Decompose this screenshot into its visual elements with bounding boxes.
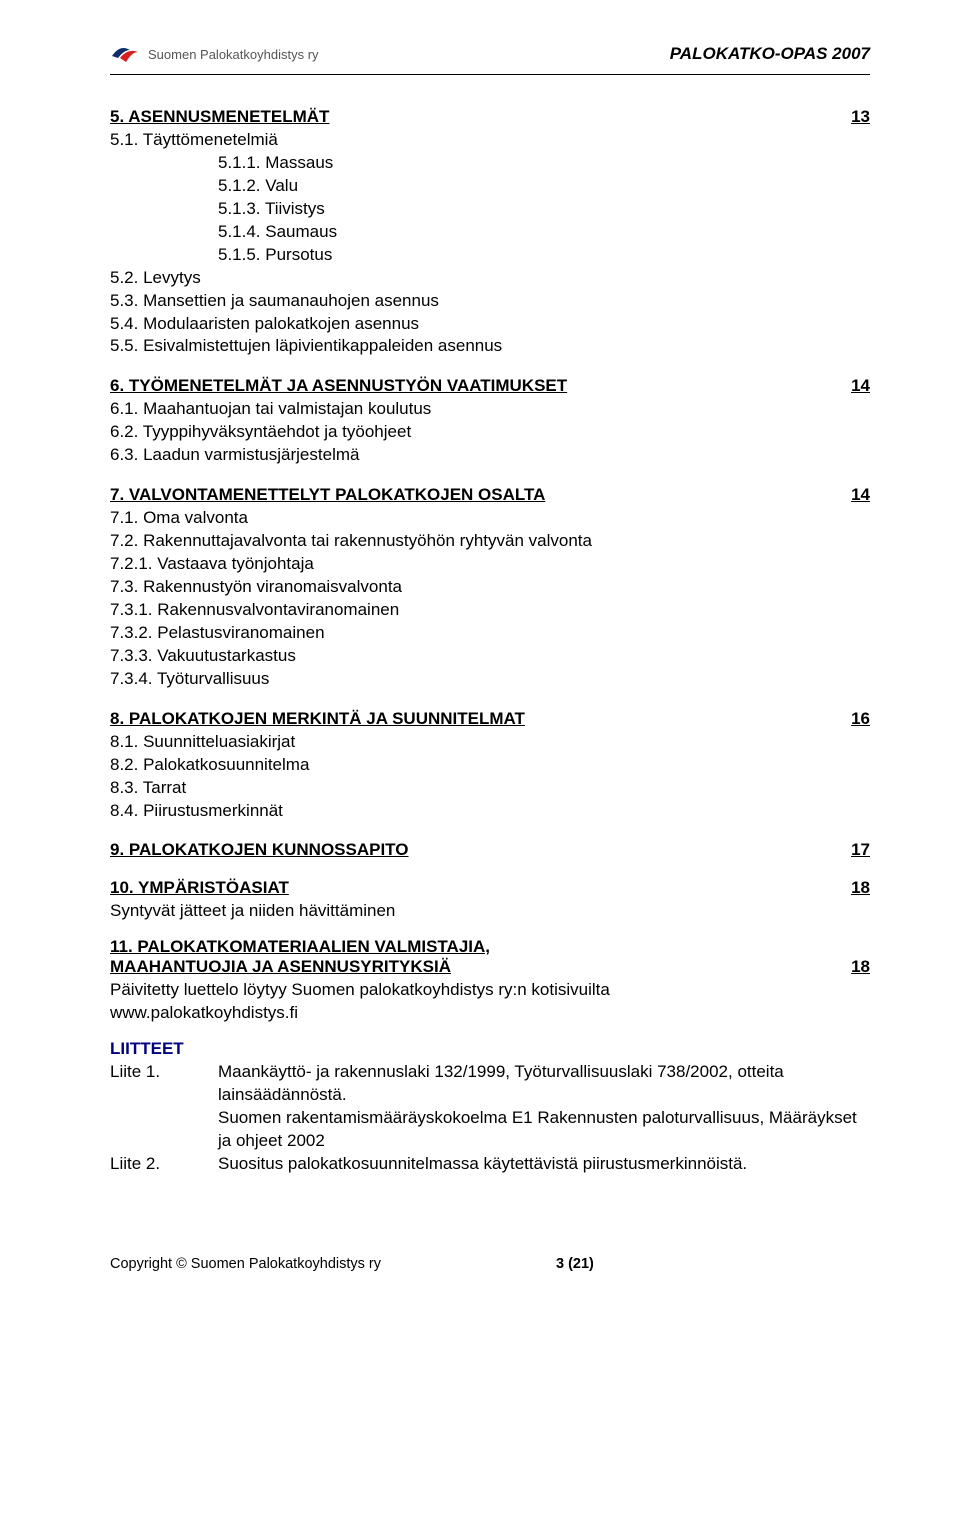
toc-item: www.palokatkoyhdistys.fi [110,1002,870,1025]
flame-swoosh-icon [110,42,140,66]
footer-copyright: Copyright © Suomen Palokatkoyhdistys ry [110,1256,381,1272]
footer-page-number: 3 (21) [556,1256,594,1272]
section-heading: 7. VALVONTAMENETTELYT PALOKATKOJEN OSALT… [110,485,870,505]
liitteet-title: LIITTEET [110,1039,870,1059]
toc-item: 7.3. Rakennustyön viranomaisvalvonta [110,576,870,599]
toc-item: 6.3. Laadun varmistusjärjestelmä [110,444,870,467]
heading-page: 14 [851,485,870,505]
heading-text: 9. PALOKATKOJEN KUNNOSSAPITO [110,840,408,860]
toc-item: 7.2.1. Vastaava työnjohtaja [110,553,870,576]
liite-label: Liite 1. [110,1061,218,1153]
toc-item: 7.3.4. Työturvallisuus [110,668,870,691]
heading-page: 18 [851,957,870,977]
header-rule [110,74,870,75]
section-heading: 6. TYÖMENETELMÄT JA ASENNUSTYÖN VAATIMUK… [110,376,870,396]
liite-row: Liite 1. Maankäyttö- ja rakennuslaki 132… [110,1061,870,1153]
toc-item: 5.1. Täyttömenetelmiä [110,129,870,152]
liite-line: Maankäyttö- ja rakennuslaki 132/1999, Ty… [218,1061,870,1107]
liite-row: Liite 2. Suositus palokatkosuunnitelmass… [110,1153,870,1176]
liite-line: Suositus palokatkosuunnitelmassa käytett… [218,1153,870,1176]
section-heading: 9. PALOKATKOJEN KUNNOSSAPITO 17 [110,840,870,860]
toc-item: 7.3.2. Pelastusviranomainen [110,622,870,645]
liite-line: Suomen rakentamismääräyskokoelma E1 Rake… [218,1107,870,1153]
heading-page: 17 [851,840,870,860]
toc-item: 7.3.1. Rakennusvalvontaviranomainen [110,599,870,622]
section-5: 5. ASENNUSMENETELMÄT 13 5.1. Täyttömenet… [110,107,870,358]
toc-item: 7.3.3. Vakuutustarkastus [110,645,870,668]
heading-text: 10. YMPÄRISTÖASIAT [110,878,289,898]
toc-item: Syntyvät jätteet ja niiden hävittäminen [110,900,870,923]
org-name: Suomen Palokatkoyhdistys ry [148,47,319,62]
toc-item: 5.2. Levytys [110,267,870,290]
section-10: 10. YMPÄRISTÖASIAT 18 Syntyvät jätteet j… [110,878,870,923]
toc-item: Päivitetty luettelo löytyy Suomen paloka… [110,979,870,1002]
liitteet-block: LIITTEET Liite 1. Maankäyttö- ja rakennu… [110,1039,870,1176]
section-9: 9. PALOKATKOJEN KUNNOSSAPITO 17 [110,840,870,860]
heading-page: 13 [851,107,870,127]
toc-item: 7.2. Rakennuttajavalvonta tai rakennusty… [110,530,870,553]
section-6: 6. TYÖMENETELMÄT JA ASENNUSTYÖN VAATIMUK… [110,376,870,467]
page-header: Suomen Palokatkoyhdistys ry PALOKATKO-OP… [110,42,870,66]
page: Suomen Palokatkoyhdistys ry PALOKATKO-OP… [0,0,960,1519]
heading-page: 18 [851,878,870,898]
heading-text: 6. TYÖMENETELMÄT JA ASENNUSTYÖN VAATIMUK… [110,376,567,396]
toc-item: 5.1.4. Saumaus [110,221,870,244]
heading-page: 14 [851,376,870,396]
toc-item: 6.1. Maahantuojan tai valmistajan koulut… [110,398,870,421]
section-heading: MAAHANTUOJIA JA ASENNUSYRITYKSIÄ 18 [110,957,870,977]
logo-block: Suomen Palokatkoyhdistys ry [110,42,319,66]
toc-item: 5.1.5. Pursotus [110,244,870,267]
section-heading: 8. PALOKATKOJEN MERKINTÄ JA SUUNNITELMAT… [110,709,870,729]
toc-item: 8.3. Tarrat [110,777,870,800]
section-11: 11. PALOKATKOMATERIAALIEN VALMISTAJIA, M… [110,937,870,1025]
toc-item: 5.1.3. Tiivistys [110,198,870,221]
heading-page: 16 [851,709,870,729]
liite-label: Liite 2. [110,1153,218,1176]
section-8: 8. PALOKATKOJEN MERKINTÄ JA SUUNNITELMAT… [110,709,870,823]
heading-text: 7. VALVONTAMENETTELYT PALOKATKOJEN OSALT… [110,485,545,505]
heading-text: 5. ASENNUSMENETELMÄT [110,107,329,127]
toc-item: 5.5. Esivalmistettujen läpivientikappale… [110,335,870,358]
doc-title: PALOKATKO-OPAS 2007 [670,44,870,64]
toc-item: 8.1. Suunnitteluasiakirjat [110,731,870,754]
section-7: 7. VALVONTAMENETTELYT PALOKATKOJEN OSALT… [110,485,870,691]
toc-item: 5.3. Mansettien ja saumanauhojen asennus [110,290,870,313]
liite-text: Suositus palokatkosuunnitelmassa käytett… [218,1153,870,1176]
toc-item: 7.1. Oma valvonta [110,507,870,530]
heading-text: 8. PALOKATKOJEN MERKINTÄ JA SUUNNITELMAT [110,709,525,729]
toc-item: 6.2. Tyyppihyväksyntäehdot ja työohjeet [110,421,870,444]
toc-item: 5.1.2. Valu [110,175,870,198]
heading-text-line2: MAAHANTUOJIA JA ASENNUSYRITYKSIÄ [110,957,451,977]
toc-item: 8.2. Palokatkosuunnitelma [110,754,870,777]
section-heading: 5. ASENNUSMENETELMÄT 13 [110,107,870,127]
toc-item: 5.1.1. Massaus [110,152,870,175]
liite-text: Maankäyttö- ja rakennuslaki 132/1999, Ty… [218,1061,870,1153]
toc-item: 5.4. Modulaaristen palokatkojen asennus [110,313,870,336]
section-heading: 10. YMPÄRISTÖASIAT 18 [110,878,870,898]
page-footer: Copyright © Suomen Palokatkoyhdistys ry … [110,1256,870,1272]
toc-item: 8.4. Piirustusmerkinnät [110,800,870,823]
heading-text-line1: 11. PALOKATKOMATERIAALIEN VALMISTAJIA, [110,937,870,957]
